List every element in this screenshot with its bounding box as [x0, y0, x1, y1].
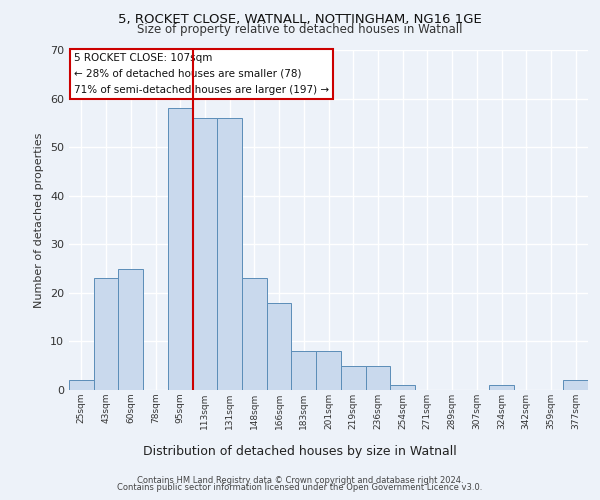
Y-axis label: Number of detached properties: Number of detached properties	[34, 132, 44, 308]
Bar	[242, 278, 267, 390]
Text: 5 ROCKET CLOSE: 107sqm
← 28% of detached houses are smaller (78)
71% of semi-det: 5 ROCKET CLOSE: 107sqm ← 28% of detached…	[74, 54, 329, 94]
Bar	[118, 268, 143, 390]
Bar	[316, 351, 341, 390]
Text: Contains HM Land Registry data © Crown copyright and database right 2024.: Contains HM Land Registry data © Crown c…	[137, 476, 463, 485]
Bar	[341, 366, 365, 390]
Text: Distribution of detached houses by size in Watnall: Distribution of detached houses by size …	[143, 444, 457, 458]
Bar	[489, 385, 514, 390]
Text: 5, ROCKET CLOSE, WATNALL, NOTTINGHAM, NG16 1GE: 5, ROCKET CLOSE, WATNALL, NOTTINGHAM, NG…	[118, 12, 482, 26]
Bar	[563, 380, 588, 390]
Bar	[267, 302, 292, 390]
Bar	[390, 385, 415, 390]
Text: Contains public sector information licensed under the Open Government Licence v3: Contains public sector information licen…	[118, 484, 482, 492]
Bar	[168, 108, 193, 390]
Bar	[365, 366, 390, 390]
Bar	[69, 380, 94, 390]
Bar	[217, 118, 242, 390]
Bar	[94, 278, 118, 390]
Text: Size of property relative to detached houses in Watnall: Size of property relative to detached ho…	[137, 22, 463, 36]
Bar	[193, 118, 217, 390]
Bar	[292, 351, 316, 390]
